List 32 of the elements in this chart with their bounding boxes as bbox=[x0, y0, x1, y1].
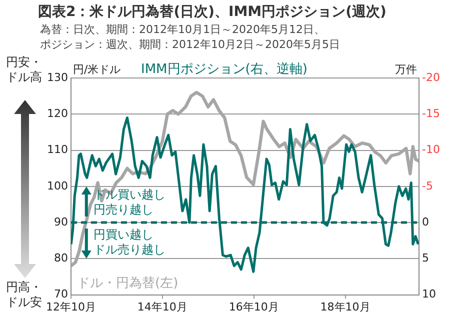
text: ドル安 bbox=[6, 294, 42, 309]
y-tick-label: 120 bbox=[46, 106, 68, 120]
x-tick-label: 18年10月 bbox=[320, 300, 370, 314]
y-tick-label: 130 bbox=[46, 70, 68, 84]
y2-axis-title: 万件 bbox=[395, 63, 418, 76]
y-tick-label: 70 bbox=[54, 288, 68, 301]
chart-title: 図表2：米ドル円為替(日次)、IMM円ポジション(週次) bbox=[38, 3, 386, 21]
text: ドル高 bbox=[6, 70, 42, 84]
y-axis-title: 円/米ドル bbox=[72, 63, 121, 76]
annotation: 円売り越し bbox=[93, 202, 154, 217]
y-tick-label: 80 bbox=[54, 252, 68, 265]
y2-tick-label: -10 bbox=[422, 143, 440, 156]
y2-tick-label: -20 bbox=[422, 70, 440, 84]
y2-tick-label: 0 bbox=[422, 215, 430, 228]
y-tick-label: 110 bbox=[46, 143, 68, 156]
y-tick-label: 100 bbox=[46, 179, 68, 192]
y2-tick-label: -5 bbox=[422, 179, 434, 192]
series-label: ドル・円為替(左) bbox=[76, 276, 178, 291]
x-tick-label: 16年10月 bbox=[228, 300, 279, 314]
annotation: ドル売り越し bbox=[93, 242, 166, 257]
y2-tick-label: 5 bbox=[422, 252, 430, 265]
annotation: 円買い越し bbox=[93, 228, 154, 242]
text: IMM円ポジション(右、逆軸) bbox=[140, 62, 308, 77]
x-tick-label: 12年10月 bbox=[46, 300, 96, 314]
x-tick-label: 14年10月 bbox=[137, 300, 188, 314]
chart-subtitle: 為替：日次、期間：2012年10月1日～2020年5月12日、ポジション：週次、期間：2012年10月2日～2020年5月5日 bbox=[40, 22, 341, 52]
y2-tick-label: -15 bbox=[422, 106, 440, 120]
text: 円安・ bbox=[6, 55, 42, 69]
y-tick-label: 90 bbox=[54, 215, 68, 228]
text: 円高・ bbox=[6, 280, 42, 294]
y2-tick-label: 10 bbox=[422, 288, 436, 301]
annotation: ドル買い越し bbox=[93, 188, 166, 202]
